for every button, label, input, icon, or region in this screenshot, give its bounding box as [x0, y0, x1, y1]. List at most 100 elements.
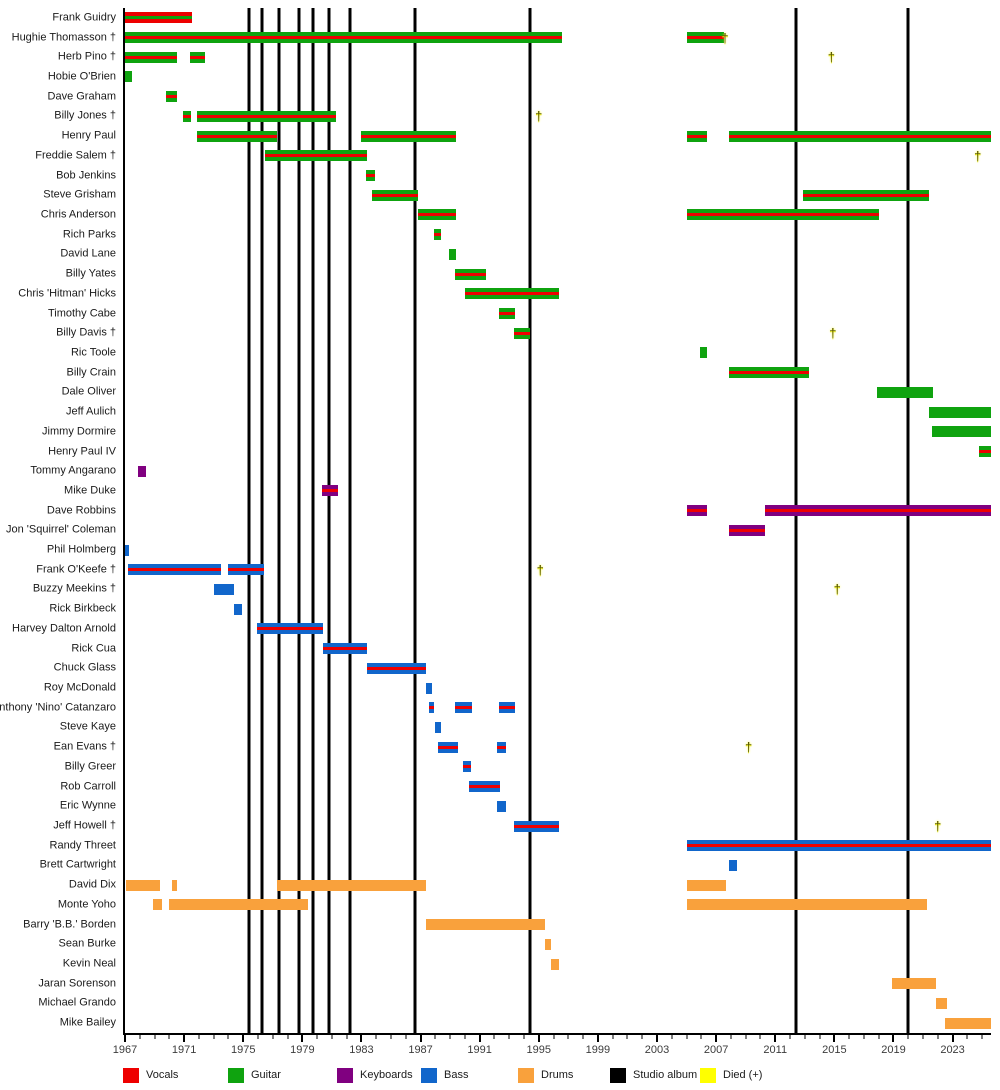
timeline-bar-keyboards: [686, 505, 708, 517]
member-label: Mike Bailey: [59, 1016, 116, 1029]
axis-minor-tick: [567, 1035, 569, 1039]
axis-tick-label: 2023: [940, 1044, 965, 1056]
role-stripe-vocals: [686, 213, 879, 217]
member-label: Herb Pino †: [57, 50, 116, 63]
role-stripe-vocals: [979, 450, 991, 453]
timeline-bar-vocals: [125, 12, 192, 24]
timeline-bar-bass: [497, 741, 507, 753]
timeline-bar-drums: [550, 958, 560, 970]
axis-minor-tick: [331, 1035, 333, 1039]
role-stripe-vocals: [429, 706, 434, 710]
member-label: Eric Wynne: [59, 799, 116, 812]
timeline-bar-guitar: [686, 32, 724, 44]
timeline-bar-drums: [686, 899, 928, 911]
role-stripe-vocals: [463, 765, 471, 769]
axis-minor-tick: [287, 1035, 289, 1039]
axis-tick-label: 1979: [290, 1044, 315, 1056]
x-axis: 1967 1971 1975 1979 1983 1987 1991 1995 1999 2003…: [113, 1035, 991, 1065]
role-stripe-vocals: [438, 745, 458, 749]
role-stripe-vocals: [498, 706, 516, 710]
axis-minor-tick: [139, 1035, 141, 1039]
axis-minor-tick: [863, 1035, 865, 1039]
member-label: David Dix: [68, 878, 116, 891]
timeline-bar-guitar: [197, 110, 337, 122]
legend-item-vocals: Vocals: [123, 1066, 178, 1084]
axis-minor-tick: [686, 1035, 688, 1039]
member-label: Ean Evans †: [53, 740, 116, 753]
legend-swatch-album: [610, 1067, 626, 1083]
axis-minor-tick: [582, 1035, 584, 1039]
timeline-bar-guitar: [125, 32, 563, 44]
timeline-bar-drums: [544, 938, 551, 950]
timeline-bar-drums: [426, 919, 545, 931]
member-label: Dave Robbins: [46, 504, 116, 517]
member-label: David Lane: [60, 247, 116, 260]
timeline-bar-drums: [891, 978, 937, 990]
role-stripe-vocals: [433, 233, 442, 237]
studio-album-line: [528, 8, 532, 1033]
member-label: Billy Greer: [64, 760, 116, 773]
role-stripe-vocals: [464, 292, 560, 296]
axis-minor-tick: [508, 1035, 510, 1039]
timeline-bar-guitar: [361, 130, 457, 142]
timeline-bar-bass: [213, 583, 235, 595]
studio-album-line: [906, 8, 910, 1033]
axis-minor-tick: [493, 1035, 495, 1039]
axis-minor-tick: [257, 1035, 259, 1039]
legend-label: Drums: [541, 1069, 574, 1081]
member-label: Hobie O'Brien: [47, 70, 116, 83]
timeline-bar-guitar: [454, 268, 486, 280]
died-marker: †: [721, 30, 729, 46]
axis-minor-tick: [878, 1035, 880, 1039]
member-label: Anthony 'Nino' Catanzaro: [0, 701, 116, 714]
axis-minor-tick: [405, 1035, 407, 1039]
member-label: Roy McDonald: [43, 681, 116, 694]
role-stripe-vocals: [125, 55, 177, 59]
role-stripe-vocals: [729, 134, 991, 138]
member-label: Michael Grando: [38, 996, 116, 1009]
member-label: Henry Paul: [61, 129, 116, 142]
axis-minor-tick: [612, 1035, 614, 1039]
axis-minor-tick: [375, 1035, 377, 1039]
axis-major-tick: [715, 1035, 718, 1042]
timeline-bar-bass: [469, 781, 501, 793]
died-marker: †: [833, 581, 841, 597]
role-stripe-vocals: [365, 174, 375, 178]
axis-tick-label: 1999: [585, 1044, 611, 1056]
member-label: Rick Cua: [71, 642, 116, 655]
axis-tick-label: 1995: [526, 1044, 552, 1056]
axis-minor-tick: [937, 1035, 939, 1039]
axis-major-tick: [419, 1035, 422, 1042]
member-label: Harvey Dalton Arnold: [12, 622, 116, 635]
timeline-bar-guitar: [686, 130, 708, 142]
role-stripe-vocals: [127, 568, 222, 572]
timeline-bar-guitar: [979, 446, 991, 457]
member-label: Kevin Neal: [62, 957, 116, 970]
axis-minor-tick: [346, 1035, 348, 1039]
role-stripe-vocals: [265, 154, 368, 158]
died-marker: †: [827, 49, 836, 65]
member-label: Jeff Aulich: [66, 405, 116, 418]
timeline-bar-guitar: [928, 406, 991, 418]
axis-major-tick: [833, 1035, 836, 1042]
axis-minor-tick: [700, 1035, 702, 1039]
legend-label: Vocals: [146, 1069, 179, 1081]
plot-area: † † † † † † † † †: [123, 8, 991, 1035]
axis-tick-label: 2011: [763, 1044, 788, 1056]
role-stripe-vocals: [729, 371, 810, 375]
role-stripe-vocals: [367, 666, 427, 670]
died-marker: †: [829, 325, 837, 341]
timeline-bar-bass: [256, 623, 324, 635]
member-label: Tommy Angarano: [30, 464, 116, 477]
axis-minor-tick: [434, 1035, 436, 1039]
timeline-bar-bass: [367, 662, 427, 674]
member-label: Chris 'Hitman' Hicks: [18, 287, 116, 300]
axis-minor-tick: [523, 1035, 525, 1039]
member-label: Phil Holmberg: [46, 543, 116, 556]
role-stripe-vocals: [197, 114, 337, 118]
role-stripe-vocals: [166, 95, 177, 99]
member-label: Mike Duke: [64, 484, 116, 497]
timeline-bar-guitar: [433, 229, 442, 241]
legend-item-album: Studio album: [610, 1066, 697, 1084]
